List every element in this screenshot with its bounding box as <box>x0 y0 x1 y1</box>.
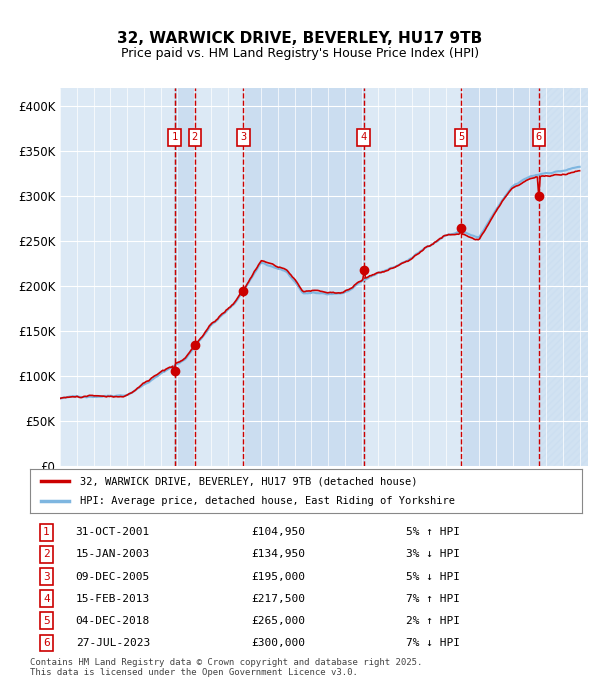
Text: £134,950: £134,950 <box>251 549 305 560</box>
Text: Contains HM Land Registry data © Crown copyright and database right 2025.
This d: Contains HM Land Registry data © Crown c… <box>30 658 422 677</box>
Text: 3: 3 <box>240 133 247 143</box>
Text: 5: 5 <box>458 133 464 143</box>
Text: 5% ↓ HPI: 5% ↓ HPI <box>406 572 460 581</box>
Text: 6: 6 <box>43 638 50 648</box>
Text: £195,000: £195,000 <box>251 572 305 581</box>
Text: 15-JAN-2003: 15-JAN-2003 <box>76 549 150 560</box>
Text: 2: 2 <box>191 133 198 143</box>
Text: 5% ↑ HPI: 5% ↑ HPI <box>406 527 460 537</box>
Text: 4: 4 <box>361 133 367 143</box>
Text: 3: 3 <box>43 572 50 581</box>
Text: 32, WARWICK DRIVE, BEVERLEY, HU17 9TB (detached house): 32, WARWICK DRIVE, BEVERLEY, HU17 9TB (d… <box>80 476 417 486</box>
Text: 3% ↓ HPI: 3% ↓ HPI <box>406 549 460 560</box>
Text: 6: 6 <box>536 133 542 143</box>
Text: £104,950: £104,950 <box>251 527 305 537</box>
Bar <box>244 88 364 466</box>
Text: 27-JUL-2023: 27-JUL-2023 <box>76 638 150 648</box>
Bar <box>539 88 588 466</box>
Text: 7% ↑ HPI: 7% ↑ HPI <box>406 594 460 604</box>
Text: 5: 5 <box>43 616 50 626</box>
Text: 2: 2 <box>43 549 50 560</box>
Text: 31-OCT-2001: 31-OCT-2001 <box>76 527 150 537</box>
Bar <box>175 88 195 466</box>
Text: 1: 1 <box>43 527 50 537</box>
Text: £217,500: £217,500 <box>251 594 305 604</box>
Text: 09-DEC-2005: 09-DEC-2005 <box>76 572 150 581</box>
Text: 15-FEB-2013: 15-FEB-2013 <box>76 594 150 604</box>
Text: £300,000: £300,000 <box>251 638 305 648</box>
Text: 1: 1 <box>172 133 178 143</box>
Text: 7% ↓ HPI: 7% ↓ HPI <box>406 638 460 648</box>
Text: HPI: Average price, detached house, East Riding of Yorkshire: HPI: Average price, detached house, East… <box>80 496 455 507</box>
Text: Price paid vs. HM Land Registry's House Price Index (HPI): Price paid vs. HM Land Registry's House … <box>121 46 479 60</box>
Text: 32, WARWICK DRIVE, BEVERLEY, HU17 9TB: 32, WARWICK DRIVE, BEVERLEY, HU17 9TB <box>118 31 482 46</box>
Text: 2% ↑ HPI: 2% ↑ HPI <box>406 616 460 626</box>
Text: 04-DEC-2018: 04-DEC-2018 <box>76 616 150 626</box>
Text: 4: 4 <box>43 594 50 604</box>
Bar <box>461 88 539 466</box>
Text: £265,000: £265,000 <box>251 616 305 626</box>
